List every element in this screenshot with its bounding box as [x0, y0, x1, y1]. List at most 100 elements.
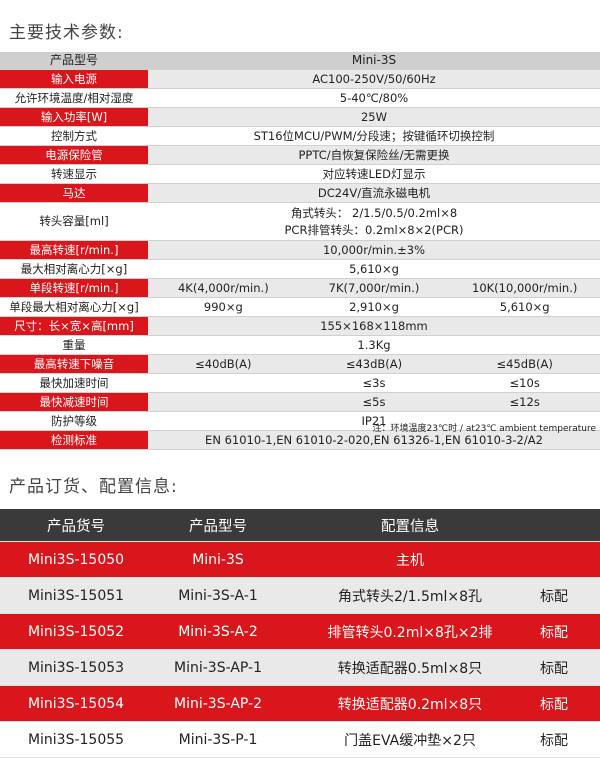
spec-row-standards: 检测标准 EN 61010-1,EN 61010-2-020,EN 61326-… — [0, 430, 600, 450]
order-header-model: 产品型号 — [152, 509, 284, 542]
order-model: Mini-3S-AP-1 — [152, 649, 284, 686]
order-section-title: 产品订货、配置信息: — [9, 477, 178, 497]
order-table: 产品货号 产品型号 配置信息 Mini3S-15050 Mini-3S 主机 M… — [0, 509, 600, 758]
spec-row-motor: 马达 DC24V/直流永磁电机 — [0, 183, 600, 203]
spec-value-line: 角式转头： 2/1.5/0.5/0.2ml×8 — [290, 206, 458, 220]
order-config: 主机 — [284, 541, 536, 578]
spec-label: 单段转速[r/min.] — [0, 278, 148, 298]
spec-row-step-rcf: 单段最大相对离心力[×g] 990×g 2,910×g 5,610×g — [0, 297, 600, 317]
spec-row-fuse: 电源保险管 PPTC/自恢复保险丝/无需更换 — [0, 145, 600, 165]
spec-row-control: 控制方式 ST16位MCU/PWM/分段速；按键循环切换控制 — [0, 126, 600, 146]
spec-value: 1.3Kg — [148, 335, 600, 355]
order-row: Mini3S-15055 Mini-3S-P-1 门盖EVA缓冲垫×2只 标配 — [0, 721, 600, 758]
spec-value: 5,610×g — [148, 259, 600, 279]
spec-value-col: 7K(7,000r/min.) — [328, 281, 420, 295]
spec-label: 马达 — [0, 183, 148, 203]
spec-footnote: 注：环境温度23℃时 / at23℃ ambient temperature — [372, 424, 596, 434]
order-row: Mini3S-15054 Mini-3S-AP-2 转换适配器0.2ml×8只 … — [0, 685, 600, 722]
spec-label: 单段最大相对离心力[×g] — [0, 297, 148, 317]
spec-value: 990×g 2,910×g 5,610×g — [148, 297, 600, 317]
spec-label: 最高转速[r/min.] — [0, 240, 148, 260]
order-tag — [536, 541, 600, 578]
spec-value: ≤3s ≤10s — [148, 373, 600, 393]
spec-label: 尺寸：长×宽×高[mm] — [0, 316, 148, 336]
spec-row-max-speed: 最高转速[r/min.] 10,000r/min.±3% — [0, 240, 600, 260]
spec-value: PPTC/自恢复保险丝/无需更换 — [148, 145, 600, 165]
spec-row-dimensions: 尺寸：长×宽×高[mm] 155×168×118mm — [0, 316, 600, 336]
spec-value-col: ≤45dB(A) — [496, 357, 553, 371]
spec-value-col: ≤40dB(A) — [195, 357, 252, 371]
spec-value-col: 2,910×g — [349, 300, 399, 314]
order-tag: 标配 — [536, 613, 600, 650]
spec-value: ≤40dB(A) ≤43dB(A) ≤45dB(A) — [148, 354, 600, 374]
spec-value: 角式转头： 2/1.5/0.5/0.2ml×8 PCR排管转头：0.2ml×8×… — [148, 202, 600, 241]
spec-label: 最高转速下噪音 — [0, 354, 148, 374]
spec-label: 输入电源 — [0, 69, 148, 89]
spec-label: 重量 — [0, 335, 148, 355]
spec-value-col: 10K(10,000r/min.) — [472, 281, 578, 295]
order-tag: 标配 — [536, 649, 600, 686]
spec-value: IP21 — [148, 411, 600, 431]
order-code: Mini3S-15050 — [0, 541, 152, 578]
order-tag: 标配 — [536, 721, 600, 758]
spec-label: 控制方式 — [0, 126, 148, 146]
order-row: Mini3S-15053 Mini-3S-AP-1 转换适配器0.5ml×8只 … — [0, 649, 600, 686]
spec-row-step-speed: 单段转速[r/min.] 4K(4,000r/min.) 7K(7,000r/m… — [0, 278, 600, 298]
spec-section-title: 主要技术参数: — [9, 23, 124, 43]
spec-row-decel: 最快减速时间 ≤5s ≤12s — [0, 392, 600, 412]
spec-value: 5-40℃/80% — [148, 88, 600, 108]
spec-label: 转速显示 — [0, 164, 148, 184]
spec-row-input-power-source: 输入电源 AC100-250V/50/60Hz — [0, 69, 600, 89]
spec-value: ≤5s ≤12s — [148, 392, 600, 412]
spec-value-col: ≤10s — [509, 376, 540, 390]
order-header-code: 产品货号 — [0, 509, 152, 542]
order-code: Mini3S-15052 — [0, 613, 152, 650]
order-row: Mini3S-15050 Mini-3S 主机 — [0, 541, 600, 578]
order-model: Mini-3S-P-1 — [152, 721, 284, 758]
spec-value-col — [148, 393, 299, 411]
spec-value: 对应转速LED灯显示 — [148, 164, 600, 184]
order-row: Mini3S-15052 Mini-3S-A-2 排管转头0.2ml×8孔×2排… — [0, 613, 600, 650]
spec-value: 25W — [148, 107, 600, 127]
spec-value: 10,000r/min.±3% — [148, 240, 600, 260]
spec-row-speed-display: 转速显示 对应转速LED灯显示 — [0, 164, 600, 184]
order-row: Mini3S-15051 Mini-3S-A-1 角式转头2/1.5ml×8孔 … — [0, 577, 600, 614]
spec-value-col: 990×g — [203, 300, 243, 314]
spec-label: 最大相对离心力[×g] — [0, 259, 148, 279]
spec-value: 155×168×118mm — [148, 316, 600, 336]
order-header-row: 产品货号 产品型号 配置信息 — [0, 509, 600, 542]
spec-label: 防护等级 — [0, 411, 148, 431]
order-config: 角式转头2/1.5ml×8孔 — [284, 577, 536, 614]
spec-table: 产品型号 Mini-3S 输入电源 AC100-250V/50/60Hz 允许环… — [0, 52, 600, 450]
spec-value-col: 5,610×g — [499, 300, 550, 314]
spec-value: EN 61010-1,EN 61010-2-020,EN 61326-1,EN … — [148, 430, 600, 450]
spec-value-col: ≤3s — [362, 376, 386, 390]
spec-value-col: ≤12s — [509, 395, 540, 409]
spec-header-label: 产品型号 — [0, 52, 148, 70]
order-config: 排管转头0.2ml×8孔×2排 — [284, 613, 536, 650]
spec-label: 最快加速时间 — [0, 373, 148, 393]
order-tag: 标配 — [536, 685, 600, 722]
order-tag: 标配 — [536, 577, 600, 614]
spec-label: 检测标准 — [0, 430, 148, 450]
order-code: Mini3S-15053 — [0, 649, 152, 686]
spec-value: ST16位MCU/PWM/分段速；按键循环切换控制 — [148, 126, 600, 146]
spec-header-value: Mini-3S — [148, 52, 600, 70]
spec-row-ambient: 允许环境温度/相对湿度 5-40℃/80% — [0, 88, 600, 108]
spec-row-protection: 防护等级 IP21 — [0, 411, 600, 431]
spec-label: 允许环境温度/相对湿度 — [0, 88, 148, 108]
order-config: 转换适配器0.5ml×8只 — [284, 649, 536, 686]
order-code: Mini3S-15054 — [0, 685, 152, 722]
spec-header-row: 产品型号 Mini-3S — [0, 52, 600, 70]
spec-row-rotor-capacity: 转头容量[ml] 角式转头： 2/1.5/0.5/0.2ml×8 PCR排管转头… — [0, 202, 600, 241]
spec-value-col: ≤43dB(A) — [345, 357, 403, 371]
order-code: Mini3S-15051 — [0, 577, 152, 614]
order-model: Mini-3S — [152, 541, 284, 578]
spec-value-col — [148, 374, 299, 392]
spec-label: 输入功率[W] — [0, 107, 148, 127]
order-model: Mini-3S-A-1 — [152, 577, 284, 614]
spec-row-accel: 最快加速时间 ≤3s ≤10s — [0, 373, 600, 393]
spec-value-line: PCR排管转头：0.2ml×8×2(PCR) — [284, 223, 464, 237]
spec-value: AC100-250V/50/60Hz — [148, 69, 600, 89]
spec-value-col: 4K(4,000r/min.) — [177, 281, 269, 295]
